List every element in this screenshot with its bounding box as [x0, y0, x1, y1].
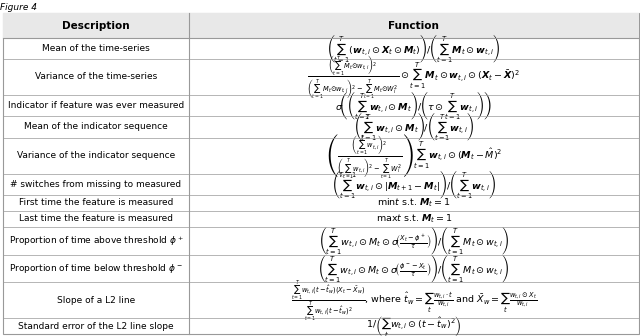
Text: $\max t \text{ s.t. } \boldsymbol{M}_t = 1$: $\max t \text{ s.t. } \boldsymbol{M}_t =…: [376, 213, 452, 225]
Text: $\sigma\!\left(\left(\sum_{t=1}^{T} \boldsymbol{w}_{t,i} \odot \boldsymbol{M}_t\: $\sigma\!\left(\left(\sum_{t=1}^{T} \bol…: [335, 89, 492, 122]
Text: $1/\left(\sum_t w_{t,i} \odot (t - \hat{t}_w)^2\right)$: $1/\left(\sum_t w_{t,i} \odot (t - \hat{…: [366, 314, 461, 336]
Text: $\frac{\left(\sum_{t=1}^{T} M_t{\odot}w_{t,i}\right)^2}{\left(\sum_{t=1}^{T} M_t: $\frac{\left(\sum_{t=1}^{T} M_t{\odot}w_…: [307, 53, 520, 101]
Text: $\left(\sum_{t=1}^{T} w_{t,i} \odot M_t \odot \sigma\!\left(\frac{\phi^- - X_t}{: $\left(\sum_{t=1}^{T} w_{t,i} \odot M_t …: [318, 252, 509, 285]
Text: $\left(\sum_{t=1}^{T} w_{t,i} \odot M_t \odot \sigma\!\left(\frac{X_t-\phi^+}{\t: $\left(\sum_{t=1}^{T} w_{t,i} \odot M_t …: [319, 224, 509, 257]
Text: # switches from missing to measured: # switches from missing to measured: [10, 180, 182, 189]
Text: Proportion of time below threshold $\phi^-$: Proportion of time below threshold $\phi…: [9, 262, 183, 275]
Text: $\left(\sum_{t=1}^{T} (\boldsymbol{w}_{t,i} \odot \boldsymbol{X}_t \odot \boldsy: $\left(\sum_{t=1}^{T} (\boldsymbol{w}_{t…: [327, 32, 500, 65]
Text: Proportion of time above threshold $\phi^+$: Proportion of time above threshold $\phi…: [8, 234, 184, 248]
Text: Indicator if feature was ever measured: Indicator if feature was ever measured: [8, 101, 184, 110]
Text: Variance of the time-series: Variance of the time-series: [35, 73, 157, 81]
Text: $\frac{\sum_{t=1}^{T} w_{t,i}(t-\hat{t}_w)(X_t-\bar{X}_w)}{\sum_{t=1}^{T} w_{t,i: $\frac{\sum_{t=1}^{T} w_{t,i}(t-\hat{t}_…: [291, 278, 537, 323]
Text: First time the feature is measured: First time the feature is measured: [19, 199, 173, 208]
Text: Variance of the indicator sequence: Variance of the indicator sequence: [17, 151, 175, 160]
Text: $\left(\sum_{t=1}^{T-1} \boldsymbol{w}_{t,i} \odot |\boldsymbol{M}_{t+1} - \bold: $\left(\sum_{t=1}^{T-1} \boldsymbol{w}_{…: [332, 168, 496, 201]
Text: Mean of the indicator sequence: Mean of the indicator sequence: [24, 122, 168, 131]
Bar: [3, 13, 639, 38]
Text: $\left(\frac{\left(\sum_{t=1}^{T} w_{t,i}\right)^2}{\left(\sum_{t=1}^{T} w_{t,i}: $\left(\frac{\left(\sum_{t=1}^{T} w_{t,i…: [326, 132, 502, 180]
Text: Last time the feature is measured: Last time the feature is measured: [19, 214, 173, 223]
Text: Figure 4: Figure 4: [0, 3, 37, 12]
Text: Mean of the time-series: Mean of the time-series: [42, 44, 150, 53]
Text: $\min t \text{ s.t. } \boldsymbol{M}_t = 1$: $\min t \text{ s.t. } \boldsymbol{M}_t =…: [377, 197, 451, 209]
Text: Function: Function: [388, 20, 439, 31]
Text: Slope of a L2 line: Slope of a L2 line: [57, 296, 135, 305]
Text: $\left(\sum_{t=1}^{T} \boldsymbol{w}_{t,i} \odot \boldsymbol{M}_t\right) / \left: $\left(\sum_{t=1}^{T} \boldsymbol{w}_{t,…: [354, 111, 474, 143]
Text: Description: Description: [62, 20, 130, 31]
Text: Standard error of the L2 line slope: Standard error of the L2 line slope: [18, 322, 174, 331]
